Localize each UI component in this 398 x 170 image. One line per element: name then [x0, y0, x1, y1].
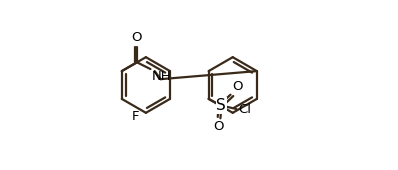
Text: O: O: [131, 31, 141, 44]
Text: Cl: Cl: [238, 103, 251, 116]
Text: S: S: [217, 98, 226, 113]
Text: NH: NH: [151, 70, 171, 83]
Text: O: O: [213, 120, 224, 133]
Text: O: O: [232, 80, 243, 93]
Text: F: F: [132, 110, 139, 123]
